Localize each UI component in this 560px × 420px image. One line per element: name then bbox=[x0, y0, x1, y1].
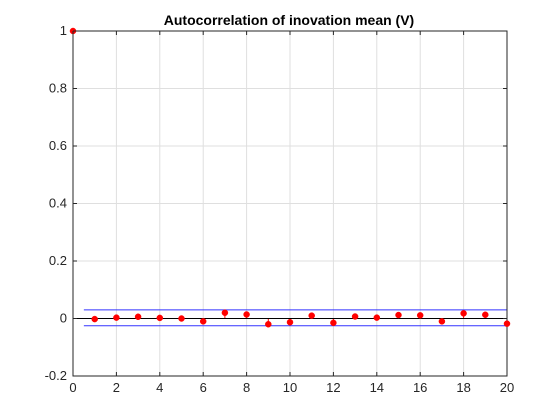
x-tick-label: 6 bbox=[200, 380, 207, 395]
x-tick-label: 0 bbox=[69, 380, 76, 395]
y-tick-label: 0.8 bbox=[49, 81, 67, 96]
stem-marker bbox=[92, 316, 98, 322]
stem-marker bbox=[157, 315, 163, 321]
x-tick-label: 8 bbox=[243, 380, 250, 395]
stem-marker bbox=[135, 314, 141, 320]
x-tick-label: 12 bbox=[326, 380, 340, 395]
x-tick-label: 10 bbox=[283, 380, 297, 395]
stem-marker bbox=[265, 321, 271, 327]
x-tick-label: 2 bbox=[113, 380, 120, 395]
y-tick-label: -0.2 bbox=[45, 368, 67, 383]
stem-marker bbox=[374, 315, 380, 321]
stem-marker bbox=[309, 313, 315, 319]
stem-marker bbox=[244, 311, 250, 317]
y-tick-label: 1 bbox=[60, 23, 67, 38]
y-tick-label: 0.2 bbox=[49, 253, 67, 268]
x-tick-label: 4 bbox=[156, 380, 163, 395]
stem-marker bbox=[439, 318, 445, 324]
stem-marker bbox=[330, 320, 336, 326]
x-tick-label: 14 bbox=[370, 380, 384, 395]
x-tick-label: 18 bbox=[456, 380, 470, 395]
stem-marker bbox=[482, 312, 488, 318]
stem-marker bbox=[287, 319, 293, 325]
y-tick-label: 0.6 bbox=[49, 138, 67, 153]
stem-marker bbox=[417, 312, 423, 318]
stem-marker bbox=[222, 310, 228, 316]
y-tick-label: 0 bbox=[60, 311, 67, 326]
stem-marker bbox=[113, 315, 119, 321]
x-tick-label: 16 bbox=[413, 380, 427, 395]
x-tick-label: 20 bbox=[500, 380, 514, 395]
stem-marker bbox=[396, 312, 402, 318]
stem-marker bbox=[200, 318, 206, 324]
stem-marker bbox=[179, 316, 185, 322]
chart-title: Autocorrelation of inovation mean (V) bbox=[164, 12, 414, 28]
stem-marker bbox=[504, 321, 510, 327]
stem-marker bbox=[352, 313, 358, 319]
stem-marker bbox=[461, 310, 467, 316]
y-tick-label: 0.4 bbox=[49, 196, 67, 211]
